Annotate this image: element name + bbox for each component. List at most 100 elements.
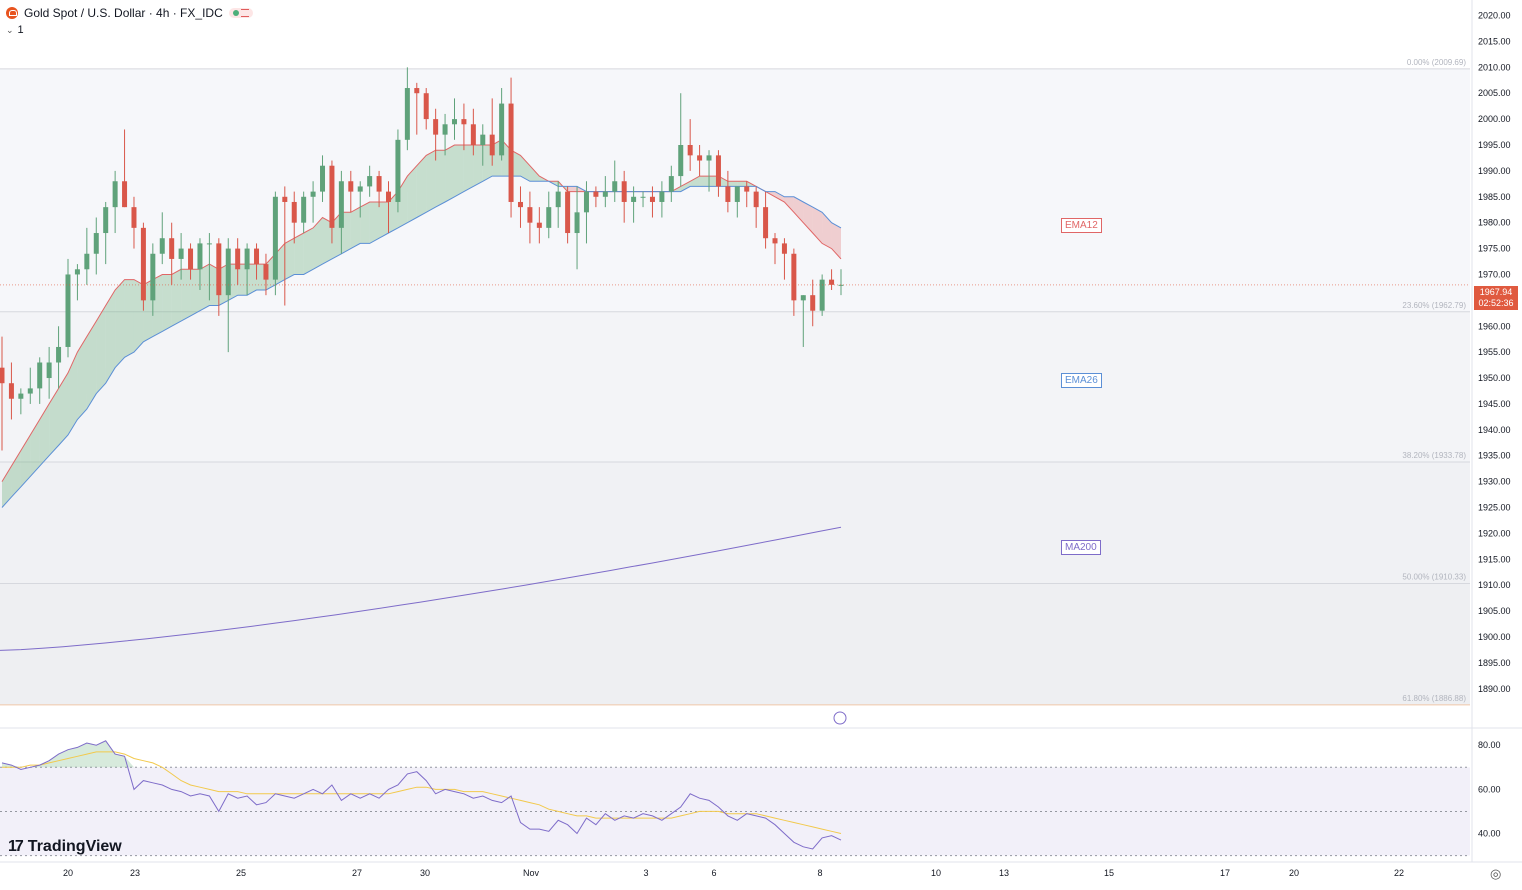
ema-cloud-segment xyxy=(237,264,248,296)
ema-cloud-segment xyxy=(680,181,691,192)
fib-level-label: 50.00% (1910.33) xyxy=(1402,572,1466,581)
tradingview-logo-icon: 17 xyxy=(8,838,24,855)
candle-body xyxy=(140,227,146,301)
price-tick-label: 1900.00 xyxy=(1478,632,1511,642)
candle-body xyxy=(131,207,137,228)
candle-body xyxy=(178,248,184,259)
candle-body xyxy=(0,367,5,384)
ema-cloud-segment xyxy=(822,212,832,249)
ema-cloud-segment xyxy=(20,435,31,487)
price-tick-label: 1915.00 xyxy=(1478,554,1511,564)
candle-body xyxy=(565,191,571,234)
candle-body xyxy=(470,124,476,145)
ema-cloud-segment xyxy=(812,207,823,244)
ema-cloud-segment xyxy=(58,372,68,446)
candle-body xyxy=(763,207,769,239)
price-tick-label: 1970.00 xyxy=(1478,269,1511,279)
ema-cloud-segment xyxy=(105,290,116,384)
indicators-toggle[interactable]: ⌄ 1 xyxy=(6,24,24,36)
ema26-line xyxy=(1,175,842,508)
price-tick-label: 1995.00 xyxy=(1478,140,1511,150)
price-tick-label: 2010.00 xyxy=(1478,62,1511,72)
market-status-badge[interactable] xyxy=(228,8,253,18)
candle-body xyxy=(386,191,392,202)
ema-cloud-segment xyxy=(124,279,134,358)
candle-body xyxy=(725,186,731,202)
candle-body xyxy=(527,207,533,223)
time-tick-label: 3 xyxy=(643,868,648,878)
candle-body xyxy=(301,196,307,223)
price-tick-label: 1920.00 xyxy=(1478,528,1511,538)
candle-body xyxy=(489,134,495,156)
candle-body xyxy=(555,191,561,208)
candle-body xyxy=(508,103,514,202)
ema-cloud-segment xyxy=(793,196,804,223)
time-tick-label: 10 xyxy=(931,868,941,878)
price-tick-label: 1905.00 xyxy=(1478,606,1511,616)
candle-body xyxy=(27,388,33,394)
ema-cloud-segment xyxy=(171,269,182,327)
fib-zone xyxy=(0,583,1470,705)
candle-body xyxy=(56,346,62,363)
rsi-tick-label: 40.00 xyxy=(1478,829,1501,839)
settings-icon[interactable]: ◎ xyxy=(1490,866,1502,881)
candle-body xyxy=(367,176,373,187)
candle-body xyxy=(687,145,693,156)
current-price-label: 1967.94 02:52:36 xyxy=(1474,286,1518,310)
candle-body xyxy=(442,124,448,135)
rsi-ma-line xyxy=(2,751,842,834)
candle-body xyxy=(197,243,203,270)
candle-body xyxy=(574,212,580,234)
fib-level-label: 23.60% (1962.79) xyxy=(1402,301,1466,310)
time-tick-label: 6 xyxy=(711,868,716,878)
candle-body xyxy=(819,279,825,311)
candle-body xyxy=(668,176,674,192)
ema-cloud-segment xyxy=(190,269,200,316)
candle-body xyxy=(517,201,523,208)
candle-body xyxy=(291,201,297,223)
price-tick-label: 2000.00 xyxy=(1478,114,1511,124)
candle-body xyxy=(46,362,52,379)
candle-body xyxy=(583,191,589,213)
ema-cloud-segment xyxy=(350,207,361,249)
candle-body xyxy=(8,383,14,399)
candle-body xyxy=(282,196,288,202)
ma200-tag: MA200 xyxy=(1061,540,1101,555)
price-tick-label: 1945.00 xyxy=(1478,399,1511,409)
ma200-line xyxy=(0,526,842,651)
ema-cloud-segment xyxy=(77,336,87,420)
ema-cloud-segment xyxy=(247,264,257,296)
candle-body xyxy=(414,88,420,94)
ema-cloud-segment xyxy=(454,145,464,197)
candle-body xyxy=(612,181,618,192)
candle-body xyxy=(150,253,156,301)
price-tick-label: 1895.00 xyxy=(1478,658,1511,668)
tradingview-logo[interactable]: 17 TradingView xyxy=(8,838,122,856)
rsi-tick-label: 80.00 xyxy=(1478,740,1501,750)
ema-cloud-segment xyxy=(435,150,446,208)
ema-cloud-segment xyxy=(96,305,106,394)
price-tick-label: 1935.00 xyxy=(1478,451,1511,461)
time-tick-label: 13 xyxy=(999,868,1009,878)
ema-cloud-segment xyxy=(294,233,304,275)
market-open-dot-icon xyxy=(232,10,239,16)
ema-cloud-segment xyxy=(369,201,380,244)
candle-body xyxy=(791,253,797,301)
ema-cloud-segment xyxy=(727,181,738,187)
candle-body xyxy=(810,295,816,311)
symbol-title[interactable]: Gold Spot / U.S. Dollar · 4h · FX_IDC xyxy=(24,6,223,20)
fib-level-label: 38.20% (1933.78) xyxy=(1402,451,1466,460)
time-tick-label: Nov xyxy=(523,868,540,878)
time-tick-label: 17 xyxy=(1220,868,1230,878)
candle-body xyxy=(122,181,128,208)
symbol-line[interactable]: Gold Spot / U.S. Dollar · 4h · FX_IDC xyxy=(6,6,253,20)
candle-body xyxy=(225,248,231,296)
candle-body xyxy=(744,186,750,192)
price-tick-label: 1960.00 xyxy=(1478,321,1511,331)
chart-header: Gold Spot / U.S. Dollar · 4h · FX_IDC ⌄ … xyxy=(0,0,1470,40)
price-tick-label: 1955.00 xyxy=(1478,347,1511,357)
candle-body xyxy=(829,279,835,285)
ema-cloud-segment xyxy=(67,352,78,435)
candle-body xyxy=(103,207,109,234)
